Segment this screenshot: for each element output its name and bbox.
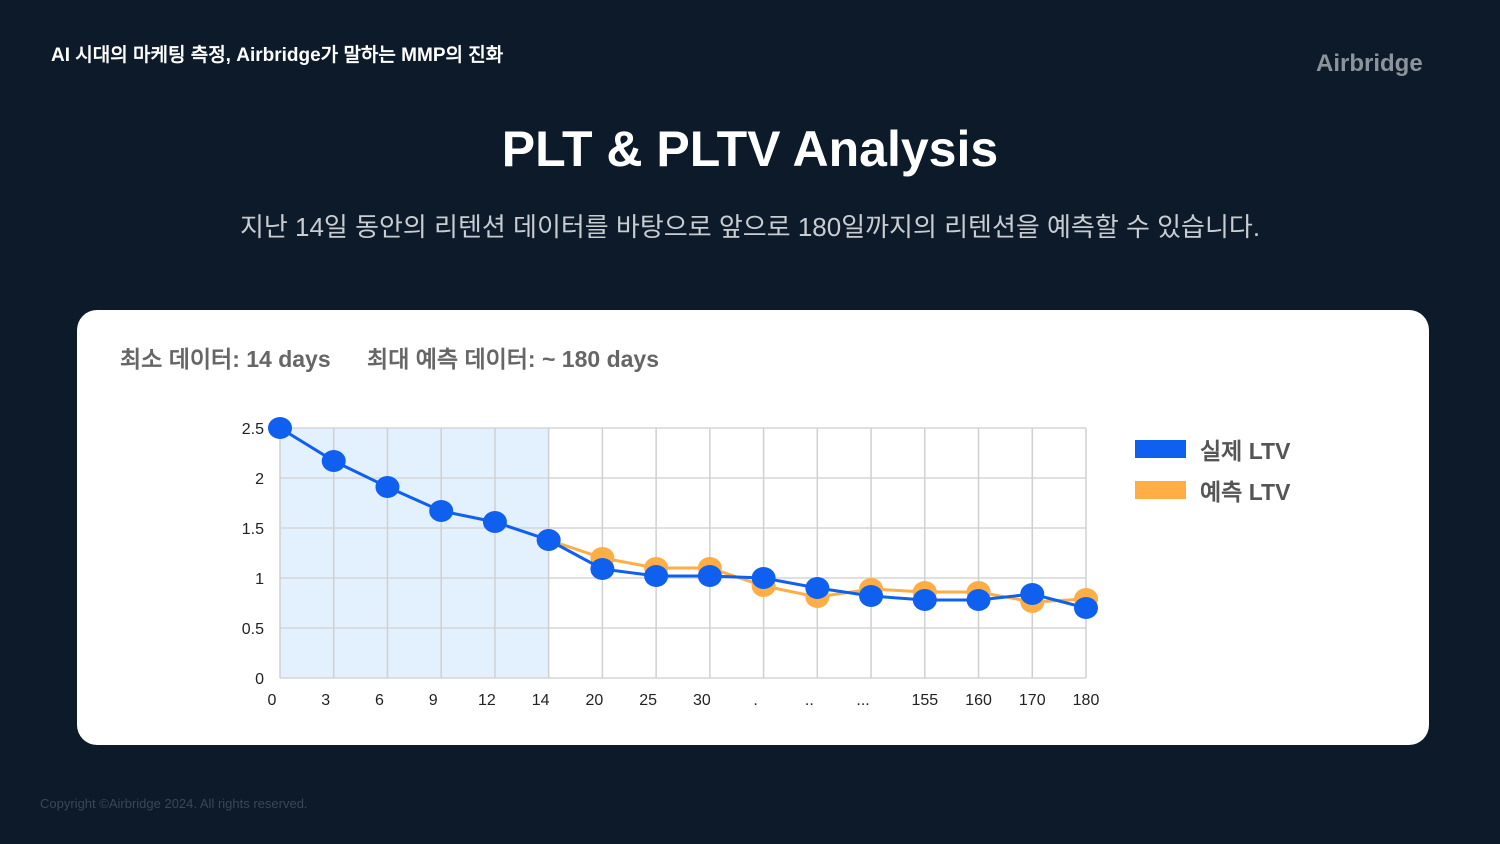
y-tick-label: 2.5 [242, 421, 264, 438]
data-point [644, 565, 669, 587]
presentation-title: AI 시대의 마케팅 측정, Airbridge가 말하는 MMP의 진화 [51, 45, 504, 66]
legend-swatch-predicted [1135, 480, 1186, 499]
legend-predicted-ltv: 예측 LTV [1135, 469, 1290, 510]
y-tick-label: 1 [255, 571, 264, 588]
copyright: Copyright ©Airbridge 2024. All rights re… [40, 796, 308, 811]
data-point [912, 589, 937, 611]
x-tick-label: 12 [478, 692, 496, 709]
data-point [429, 500, 454, 522]
data-point [1020, 583, 1045, 605]
data-point [751, 567, 776, 589]
max-data-label: 최대 예측 데이터: ~ 180 days [367, 346, 659, 372]
ltv-line-chart: 0 0.5 1 1.5 2 2.5 0 3 6 9 12 14 20 25 30...... 155 160 17… [242, 417, 1100, 709]
x-tick-label: 3 [321, 692, 330, 709]
data-point [697, 565, 722, 587]
x-tick-label: . [753, 692, 757, 709]
series-line-0 [279, 426, 1087, 610]
data-point [482, 511, 507, 533]
y-tick-label: 2 [255, 471, 264, 488]
legend-actual-ltv: 실제 LTV [1135, 428, 1290, 469]
x-tick-label: 25 [639, 692, 657, 709]
data-point [590, 558, 615, 580]
slide-subtitle: 지난 14일 동안의 리텐션 데이터를 바탕으로 앞으로 180일까지의 리텐션… [239, 212, 1261, 242]
x-tick-label: ... [856, 692, 869, 709]
data-point [805, 577, 830, 599]
min-data-label: 최소 데이터: 14 days [120, 346, 331, 372]
x-tick-label: 6 [375, 692, 384, 709]
data-point [966, 589, 991, 611]
x-tick-label: 14 [532, 692, 550, 709]
data-range-info: 최소 데이터: 14 days 최대 예측 데이터: ~ 180 days [120, 340, 689, 374]
slide-title: PLT & PLTV Analysis [501, 121, 999, 177]
x-tick-label: 0 [268, 692, 277, 709]
y-tick-label: 0.5 [242, 621, 264, 638]
chart-legend: 실제 LTV 예측 LTV [1135, 428, 1290, 510]
x-tick-label: 20 [586, 692, 604, 709]
data-point [321, 450, 346, 472]
data-point [536, 529, 561, 551]
y-tick-label: 1.5 [242, 521, 264, 538]
legend-label: 실제 LTV [1200, 437, 1291, 464]
y-tick-label: 0 [255, 671, 264, 688]
data-point [268, 417, 292, 439]
data-point [1074, 597, 1098, 619]
x-tick-label: 30 [693, 692, 711, 709]
observed-region [280, 428, 549, 678]
x-tick-label: .. [805, 692, 814, 709]
airbridge-logo: Airbridge [1316, 50, 1423, 77]
data-point [375, 476, 400, 498]
data-point [859, 585, 884, 607]
legend-label: 예측 LTV [1200, 478, 1291, 505]
x-tick-label: 170 [1019, 692, 1046, 709]
legend-swatch-actual [1135, 439, 1186, 458]
x-tick-label: 180 [1073, 692, 1100, 709]
x-tick-label: 160 [965, 692, 992, 709]
x-tick-label: 9 [429, 692, 438, 709]
x-tick-label: 155 [911, 692, 938, 709]
